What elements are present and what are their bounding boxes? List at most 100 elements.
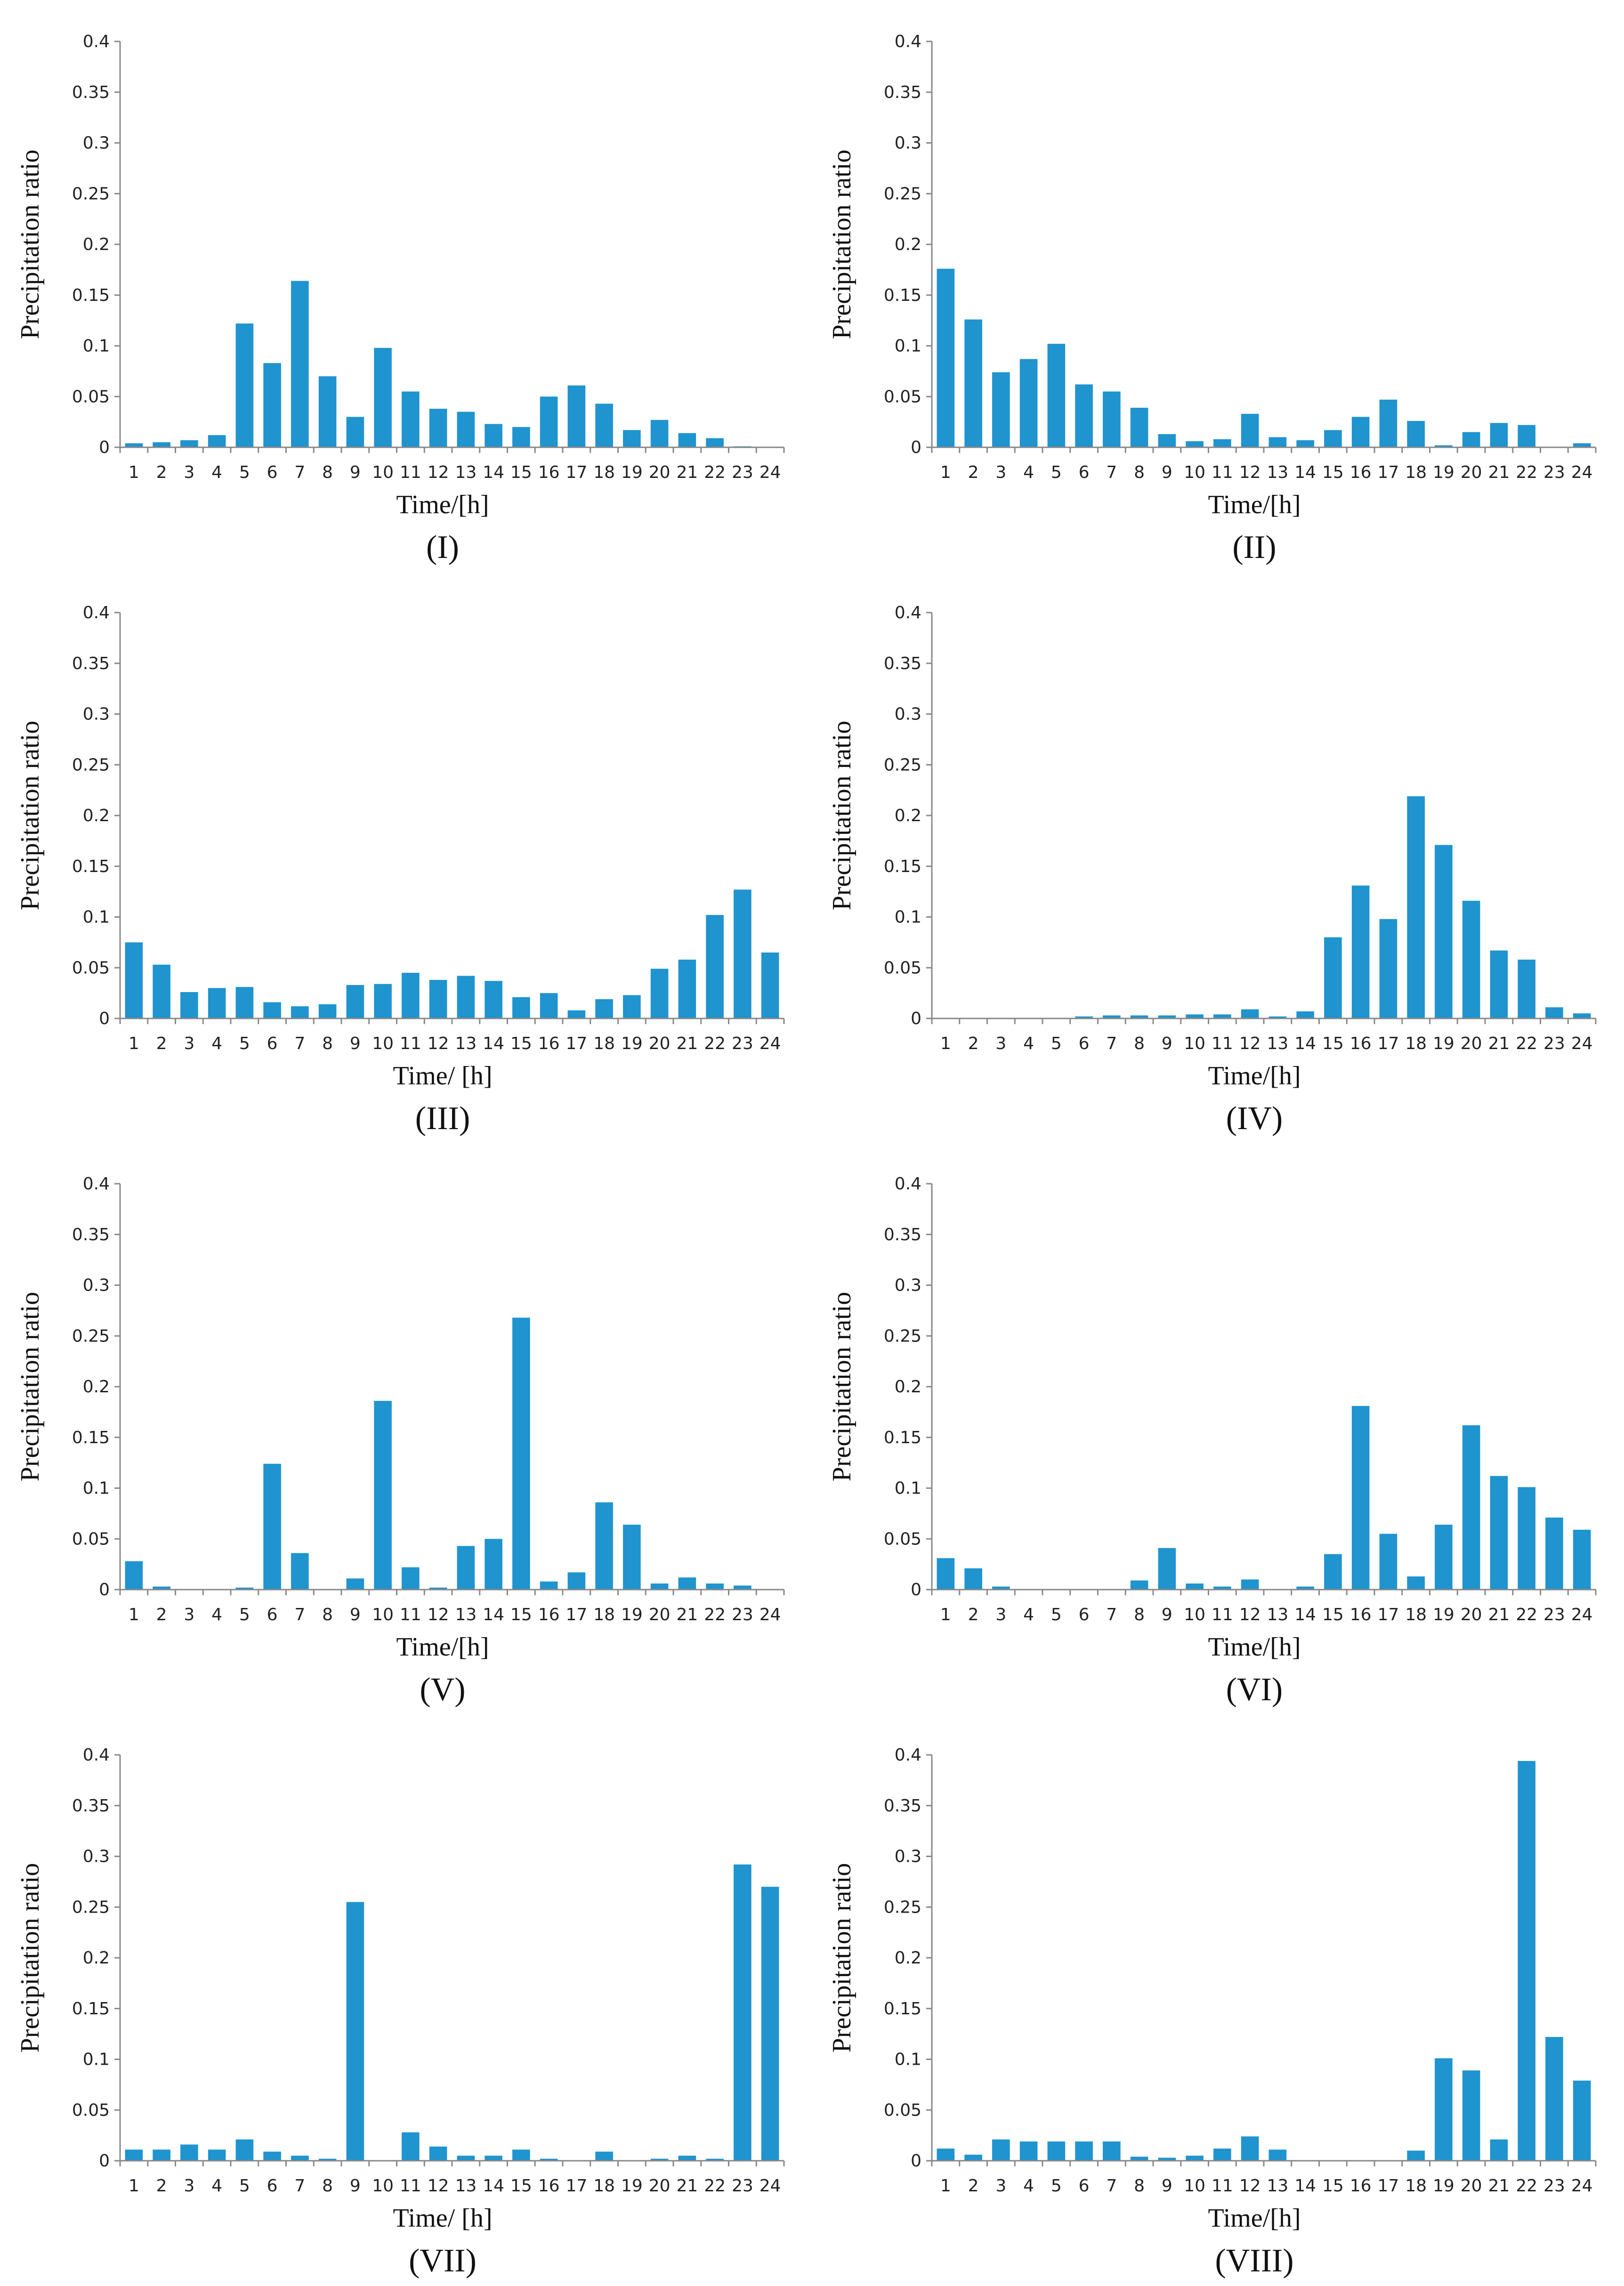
x-tick-label: 5 [239,1605,250,1624]
bar [1573,1529,1591,1590]
y-tick-label: 0.25 [72,755,110,775]
x-tick-label: 12 [428,2176,449,2196]
bar [374,984,392,1018]
bar [457,412,475,447]
bar [263,1002,281,1018]
x-tick-label: 1 [129,463,139,482]
x-tick-label: 9 [1162,2176,1172,2196]
bar [208,2149,226,2161]
bar [1545,2037,1563,2161]
bar [734,1585,751,1590]
x-tick-label: 5 [1051,1605,1062,1624]
bar [1047,2141,1066,2161]
bar [540,1581,558,1590]
bar [208,435,226,447]
bar [1462,1425,1480,1590]
y-tick-label: 0.35 [72,1796,110,1816]
panel-title: (V) [420,1672,465,1708]
y-tick-label: 0.25 [884,184,921,203]
x-tick-label: 19 [621,2176,643,2196]
x-tick-label: 19 [621,1605,643,1624]
x-axis-title: Time/[h] [1208,2204,1301,2233]
y-tick-label: 0.15 [884,1999,921,2019]
x-tick-label: 17 [1377,2176,1399,2196]
x-tick-label: 4 [211,2176,222,2196]
x-tick-label: 12 [1239,1605,1261,1624]
y-tick-label: 0.35 [884,654,921,673]
x-tick-label: 19 [621,463,643,482]
x-tick-label: 15 [1322,2176,1344,2196]
bar [291,1553,309,1590]
x-tick-label: 22 [1516,463,1537,482]
bar [1462,432,1480,447]
y-tick-label: 0.1 [83,908,110,927]
x-tick-label: 23 [1543,1605,1565,1624]
bar [1573,2080,1591,2161]
x-tick-label: 23 [732,2176,753,2196]
x-tick-label: 2 [156,1605,167,1624]
y-tick-label: 0.2 [83,1377,110,1397]
x-tick-label: 4 [211,1605,222,1624]
bar [402,2132,420,2161]
y-tick-label: 0 [911,1009,921,1028]
bar [1518,1487,1535,1590]
y-tick-label: 0.1 [895,337,921,356]
chart-panel-3: 0 0.05 0.1 0.15 0.2 0.25 0.3 0.35 0.4 1 2 3 4 5 6 7 8 9 10… [0,571,812,1142]
x-tick-label: 13 [455,1034,477,1053]
bar [1407,1576,1425,1590]
y-tick-label: 0.4 [895,32,921,51]
x-tick-label: 9 [350,463,361,482]
bar [1407,2150,1425,2161]
bar [429,1587,447,1590]
bar-chart: 00.050.10.150.20.250.30.350.41 2 3 4 5 6 7 8 9 10… [16,1174,785,1708]
y-tick-label: 0.35 [72,654,110,673]
x-tick-label: 22 [704,463,726,482]
y-tick-label: 0.4 [895,1745,921,1765]
bar [1158,1548,1176,1590]
y-tick-label: 0.2 [83,806,110,825]
bar [1103,391,1121,447]
bar [1545,1007,1563,1018]
y-tick-label: 0.4 [83,603,110,622]
y-tick-label: 0.35 [884,83,921,102]
x-tick-label: 18 [1405,1605,1427,1624]
x-axis-title: Time/ [h] [393,2204,492,2233]
y-tick-label: 0.1 [895,908,921,927]
x-axis-title: Time/ [h] [393,1061,492,1090]
x-tick-label: 14 [483,1034,504,1053]
bar [1296,1586,1314,1590]
x-tick-label: 4 [211,463,222,482]
bar [291,281,309,447]
bar [1573,1013,1591,1018]
bar [1490,2139,1508,2161]
y-tick-label: 0.1 [83,2050,110,2069]
x-tick-label: 1 [129,2176,139,2196]
bar [650,420,669,447]
x-tick-label: 11 [400,1034,421,1053]
x-tick-label: 3 [995,1034,1006,1053]
bar [761,952,779,1018]
x-tick-label: 23 [1543,463,1565,482]
y-tick-label: 0.25 [72,1326,110,1346]
bar [1379,399,1398,447]
x-tick-label: 20 [649,1605,671,1624]
bar [595,404,613,447]
bar [1351,1406,1370,1590]
x-tick-label: 5 [239,463,250,482]
x-tick-label: 16 [538,1605,560,1624]
x-tick-label: 20 [649,463,671,482]
bar [992,2139,1010,2161]
bar [1351,417,1370,447]
bar [429,409,447,447]
chart-panel-6: 0 0.05 0.1 0.15 0.2 0.25 0.3 0.35 0.4 1 2 3 4 5 6 7 8 9 10… [812,1142,1624,1713]
y-tick-label: 0.25 [72,1898,110,1917]
x-tick-label: 8 [322,463,333,482]
bar [346,417,364,447]
x-tick-label: 5 [239,1034,250,1053]
panel-title: (IV) [1226,1100,1283,1137]
y-tick-label: 0.35 [884,1796,921,1816]
x-tick-label: 8 [1134,1605,1145,1624]
x-tick-label: 13 [1267,2176,1288,2196]
bar [318,1004,337,1018]
x-tick-label: 8 [1134,463,1145,482]
